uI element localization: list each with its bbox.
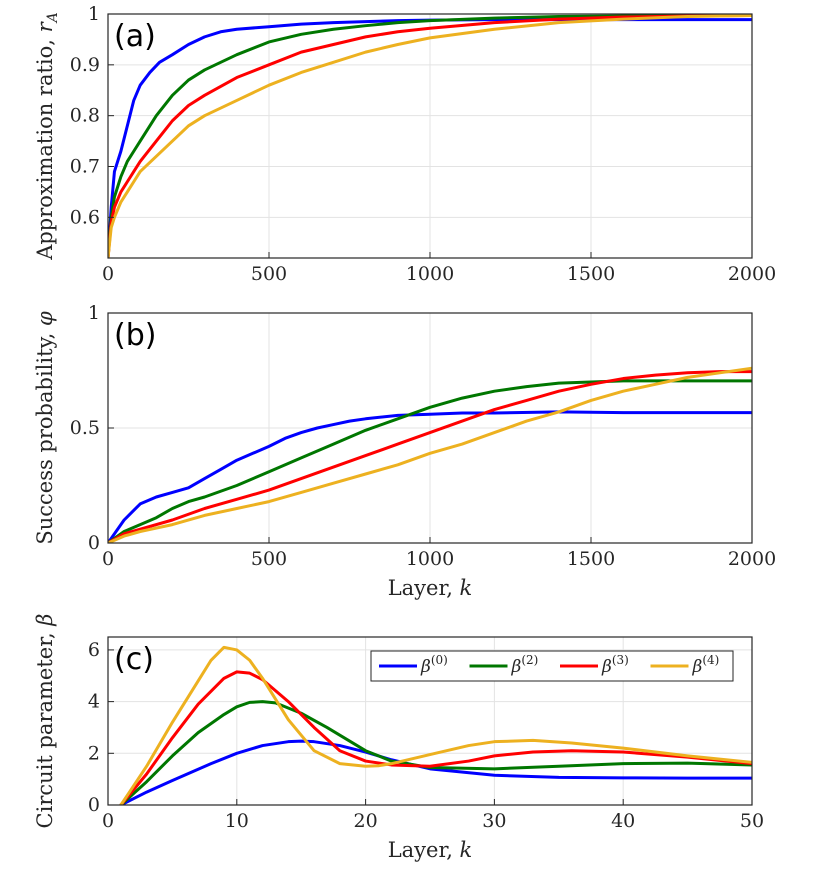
series-line-beta3	[108, 14, 752, 258]
y-tick-label: 0.9	[70, 54, 100, 76]
series-line-beta2	[108, 379, 752, 543]
series-group	[119, 645, 752, 805]
x-tick-label: 50	[740, 810, 764, 832]
x-tick-label: 0	[102, 548, 114, 570]
y-axis-label: Success probability, φ	[33, 311, 57, 545]
legend-label: β(2)	[511, 653, 539, 677]
y-tick-label: 6	[88, 639, 100, 661]
series-group	[108, 14, 752, 258]
x-axis-label: Layer, k	[388, 838, 473, 862]
x-tick-label: 1000	[406, 548, 454, 570]
y-tick-label: 4	[88, 691, 100, 713]
x-tick-label: 1500	[567, 263, 615, 285]
legend: β(0) β(2) β(3) β(4)	[370, 650, 734, 682]
panel-c: 0 10 20 30 40 50 0 2 4 6 Circuit parameter, β Layer…	[33, 614, 764, 862]
legend-label: β(0)	[420, 653, 448, 677]
series-line-beta0	[119, 739, 752, 805]
x-tick-label: 500	[251, 548, 287, 570]
y-tick-label: 1	[88, 302, 100, 324]
y-axis-label: Approximation ratio, rA	[33, 12, 61, 261]
y-tick-label: 0.8	[70, 105, 100, 127]
series-line-beta4	[108, 14, 752, 258]
y-tick-label: 0.7	[70, 156, 100, 178]
x-tick-label: 500	[251, 263, 287, 285]
legend-label: β(4)	[692, 653, 720, 677]
y-tick-label: 2	[88, 742, 100, 764]
series-line-beta3	[119, 670, 752, 805]
x-axis-label: Layer, k	[388, 576, 473, 600]
axes-frame	[107, 636, 753, 806]
series-line-beta2	[108, 14, 752, 258]
series-line-beta4	[119, 645, 752, 805]
x-tick-label: 20	[354, 810, 378, 832]
y-tick-label: 1	[88, 3, 100, 25]
panel-letter: (b)	[114, 318, 156, 353]
series-line-beta0	[108, 410, 752, 543]
series-line-beta4	[108, 366, 752, 543]
series-group	[108, 366, 752, 543]
y-tick-label: 0	[88, 794, 100, 816]
panel-letter: (a)	[114, 19, 156, 54]
y-axis-label: Circuit parameter, β	[33, 614, 57, 829]
series-line-beta0	[108, 18, 752, 258]
x-tick-label: 0	[102, 263, 114, 285]
y-tick-label: 0	[88, 532, 100, 554]
x-tick-label: 30	[482, 810, 506, 832]
x-tick-label: 2000	[728, 263, 776, 285]
y-tick-label: 0.6	[70, 206, 100, 228]
x-tick-label: 1000	[406, 263, 454, 285]
x-tick-label: 2000	[728, 548, 776, 570]
panel-a: 0 500 1000 1500 2000 0.6 0.7 0.8 0.9 1 Approximati…	[33, 3, 776, 285]
x-tick-label: 0	[102, 810, 114, 832]
panel-letter: (c)	[114, 642, 154, 677]
x-tick-label: 40	[611, 810, 635, 832]
x-tick-label: 10	[225, 810, 249, 832]
series-line-beta3	[108, 370, 752, 543]
x-tick-label: 1500	[567, 548, 615, 570]
panel-b: 0 500 1000 1500 2000 0 0.5 1 Success probability…	[33, 302, 776, 600]
legend-label: β(3)	[601, 653, 629, 677]
y-tick-label: 0.5	[70, 417, 100, 439]
